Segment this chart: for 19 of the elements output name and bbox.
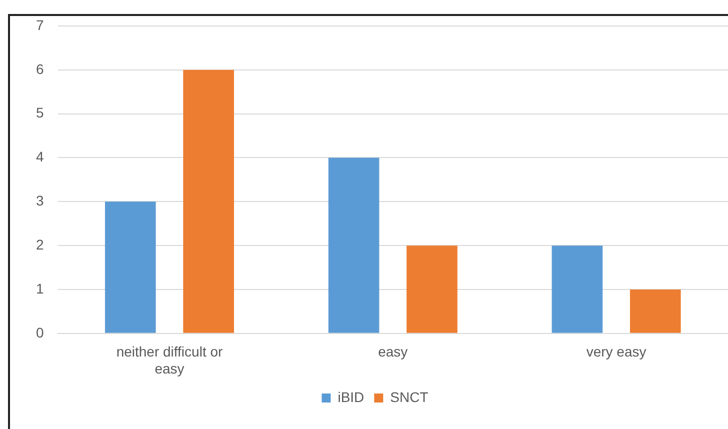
- bar: [406, 246, 458, 333]
- bar: [552, 246, 603, 333]
- bar: [328, 158, 380, 333]
- y-tick-label: 1: [36, 280, 44, 296]
- x-tick-label: very easy: [586, 344, 646, 360]
- legend-label: iBID: [338, 388, 364, 405]
- y-tick-label: 0: [36, 324, 44, 340]
- bar: [104, 202, 156, 333]
- y-tick-label: 2: [36, 236, 44, 252]
- y-tick-label: 3: [36, 192, 44, 209]
- legend-label: SNCT: [390, 388, 429, 405]
- x-tick-label: neither difficult or easy: [116, 344, 223, 376]
- y-tick-label: 5: [36, 104, 44, 121]
- y-tick-label: 6: [36, 60, 44, 77]
- bar: [630, 289, 681, 333]
- y-tick-label: 4: [36, 148, 44, 165]
- bar: [183, 70, 234, 333]
- y-tick-label: 7: [36, 16, 44, 33]
- x-tick-label: easy: [378, 344, 408, 360]
